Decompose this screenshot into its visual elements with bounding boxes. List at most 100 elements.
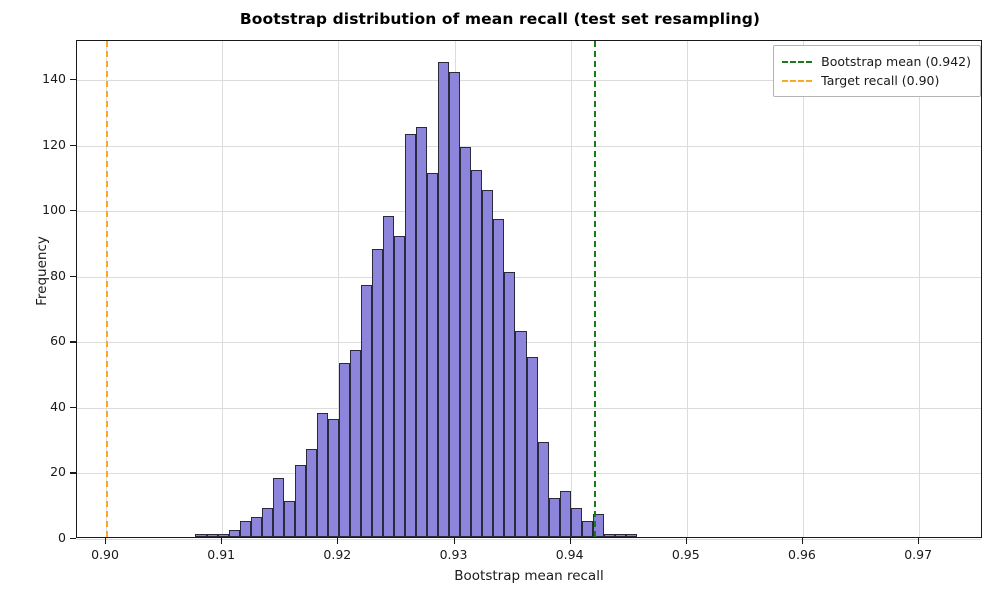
x-axis-tick-label: 0.94 xyxy=(555,547,584,562)
x-axis-tick-label: 0.96 xyxy=(788,547,816,562)
y-axis-tick-mark xyxy=(70,406,76,409)
histogram-bar xyxy=(360,284,373,537)
y-axis-tick-label: 120 xyxy=(42,136,66,152)
y-axis-tick-mark xyxy=(70,341,76,343)
legend-line-swatch xyxy=(782,79,813,82)
x-axis-tick-mark xyxy=(685,538,687,544)
reference-lines xyxy=(77,41,981,537)
y-axis-tick-mark xyxy=(70,275,76,277)
x-axis-tick-mark xyxy=(105,538,107,544)
legend-line-swatch xyxy=(782,60,813,63)
y-axis-tick-label: 80 xyxy=(50,267,66,283)
histogram-bar xyxy=(316,412,328,537)
histogram-bar xyxy=(272,478,284,537)
gridline-vertical xyxy=(686,41,688,537)
histogram-bar xyxy=(217,533,229,537)
histogram-bar xyxy=(228,530,240,537)
x-axis-tick-label: 0.91 xyxy=(207,547,236,562)
histogram-bar xyxy=(283,500,295,537)
histogram-bar xyxy=(548,497,560,537)
histogram-bar xyxy=(305,448,317,537)
gridline-horizontal xyxy=(77,342,981,344)
y-axis-tick-label: 20 xyxy=(50,464,66,480)
gridline-horizontal xyxy=(77,211,981,213)
histogram-bar xyxy=(460,147,472,537)
histogram-bar xyxy=(250,517,262,537)
histogram-bar xyxy=(471,170,483,537)
histogram-bar xyxy=(206,533,218,537)
x-axis-label: Bootstrap mean recall xyxy=(454,568,604,584)
histogram-bar xyxy=(515,330,527,537)
histogram-bar xyxy=(526,356,538,537)
legend-item: Target recall (0.90) xyxy=(782,71,971,90)
gridline-vertical xyxy=(570,41,572,537)
y-axis-label: Frequency xyxy=(34,236,50,306)
x-axis-tick-label: 0.97 xyxy=(904,547,933,562)
x-axis-tick-mark xyxy=(918,538,920,544)
histogram-bar xyxy=(195,533,207,537)
histogram-bar xyxy=(603,533,615,537)
x-axis-tick-label: 0.92 xyxy=(323,547,352,562)
histogram-bar xyxy=(493,219,505,537)
histogram-bar xyxy=(239,520,251,537)
x-axis-tick-mark xyxy=(569,538,571,544)
histogram-bar xyxy=(416,127,428,537)
histogram-bar xyxy=(625,533,637,537)
x-axis-tick-label: 0.90 xyxy=(91,547,119,562)
x-axis-tick-mark xyxy=(337,538,339,544)
gridline-vertical xyxy=(338,41,340,537)
y-axis-tick-label: 0 xyxy=(58,530,66,545)
target-recall-line xyxy=(106,41,109,537)
plot-area xyxy=(76,40,982,540)
y-axis-tick-label: 60 xyxy=(50,333,66,349)
gridline-horizontal xyxy=(77,276,981,278)
histogram-bar xyxy=(449,71,461,537)
y-axis-tick-label: 140 xyxy=(42,71,66,87)
y-axis-tick-mark xyxy=(70,472,76,474)
y-axis-tick-mark xyxy=(70,79,76,81)
histogram-bar xyxy=(349,350,361,537)
y-axis-tick-mark xyxy=(70,210,76,212)
gridline-horizontal xyxy=(77,539,981,540)
histogram-bar xyxy=(383,215,395,537)
histogram-bar xyxy=(438,61,450,537)
histogram-bar xyxy=(581,520,593,537)
histogram-bars xyxy=(77,41,981,537)
x-axis-tick-label: 0.95 xyxy=(671,547,700,562)
y-axis-tick-mark xyxy=(70,144,76,146)
y-axis-tick-mark xyxy=(70,538,76,540)
histogram-bar xyxy=(338,363,350,537)
histogram-bar xyxy=(482,189,494,537)
histogram-bar xyxy=(504,271,516,537)
histogram-bar xyxy=(614,533,626,537)
histogram-bar xyxy=(394,235,406,537)
legend-item-label: Target recall (0.90) xyxy=(821,73,940,88)
x-axis-tick-mark xyxy=(453,538,455,544)
x-axis-tick-mark xyxy=(801,538,804,544)
y-axis-tick-label: 40 xyxy=(50,398,66,414)
chart-legend: Bootstrap mean (0.942) Target recall (0.9… xyxy=(773,45,981,97)
histogram-bar xyxy=(537,442,549,537)
histogram-bar xyxy=(427,173,439,537)
histogram-bar xyxy=(592,514,604,537)
histogram-bar xyxy=(327,419,339,537)
x-axis-tick-mark xyxy=(221,538,223,544)
gridline-vertical xyxy=(802,41,804,537)
histogram-bar xyxy=(405,134,417,537)
legend-item: Bootstrap mean (0.942) xyxy=(782,52,971,71)
x-axis-tick-label: 0.93 xyxy=(439,547,468,562)
gridline-horizontal xyxy=(77,80,981,82)
gridline-vertical xyxy=(919,41,921,537)
legend-item-label: Bootstrap mean (0.942) xyxy=(821,54,971,69)
bootstrap-mean-line xyxy=(593,41,596,537)
gridline-vertical xyxy=(222,41,224,537)
gridline-horizontal xyxy=(77,145,981,147)
histogram-bar xyxy=(261,507,273,537)
histogram-bar xyxy=(294,464,306,537)
histogram-bar xyxy=(570,507,582,537)
y-axis-tick-label: 100 xyxy=(42,202,66,218)
chart-title: Bootstrap distribution of mean recall (t… xyxy=(239,10,761,28)
histogram-bar xyxy=(372,248,384,537)
histogram-bar xyxy=(559,491,571,537)
